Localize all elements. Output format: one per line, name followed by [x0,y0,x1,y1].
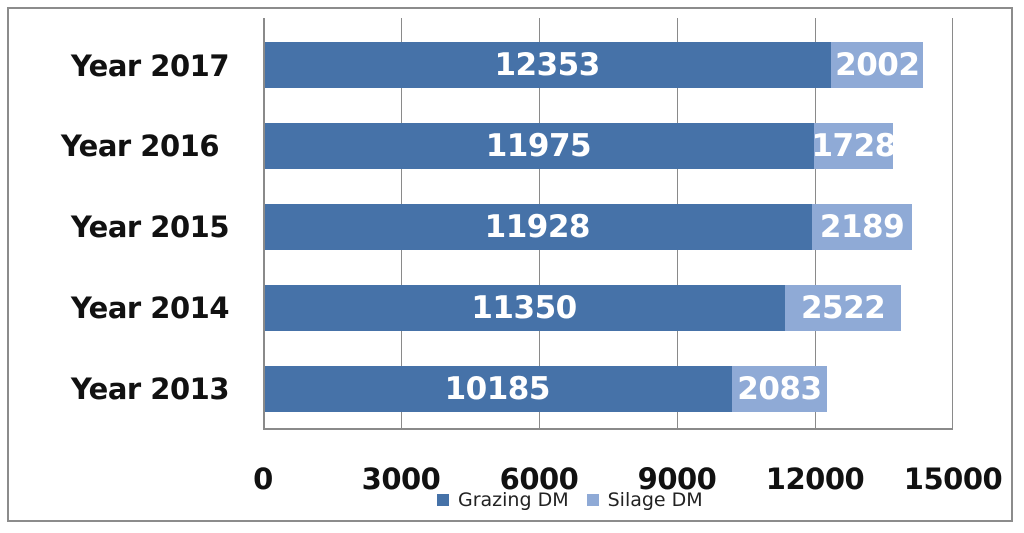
x-tick-label: 6000 [499,462,579,496]
legend-item-silage: Silage DM [586,489,703,511]
bar-segment-silage: 2083 [731,366,828,412]
y-axis-line [263,18,265,430]
bar-segment-grazing: 11928 [263,204,812,250]
bar-2015: 11928 2189 [263,204,913,250]
bar-segment-silage: 2189 [811,204,913,250]
bar-segment-silage: 1728 [813,123,894,169]
legend-item-grazing: Grazing DM [437,489,569,511]
category-label-2014: Year 2014 [70,291,230,325]
category-label-2015: Year 2015 [70,210,230,244]
legend: Grazing DM Silage DM [437,489,721,511]
bar-segment-silage: 2522 [785,285,902,331]
x-tick-label: 12000 [765,462,865,496]
category-label-2013: Year 2013 [70,372,230,406]
bar-2016: 11975 1728 [263,123,894,169]
legend-label: Silage DM [607,489,703,511]
x-tick-label: 9000 [637,462,717,496]
gridline-15000 [952,18,953,430]
x-axis-line [263,428,953,430]
bar-segment-grazing: 10185 [263,366,732,412]
legend-swatch-icon [586,494,599,506]
x-tick-label: 3000 [361,462,441,496]
bar-2013: 10185 2083 [263,366,828,412]
legend-swatch-icon [437,494,449,506]
legend-label: Grazing DM [458,489,569,511]
bar-2014: 11350 2522 [263,285,902,331]
chart-frame [7,7,1013,522]
plot-area: 12353 2002 11975 1728 11928 2189 11350 2… [263,18,953,430]
bar-segment-grazing: 12353 [263,42,832,88]
bar-segment-grazing: 11975 [263,123,814,169]
x-tick-label: 15000 [903,462,1003,496]
category-label-2016: Year 2016 [60,129,220,163]
category-label-2017: Year 2017 [70,49,230,83]
bar-segment-grazing: 11350 [263,285,786,331]
x-tick-label: 0 [253,462,273,496]
bar-2017: 12353 2002 [263,42,924,88]
bar-segment-silage: 2002 [831,42,924,88]
